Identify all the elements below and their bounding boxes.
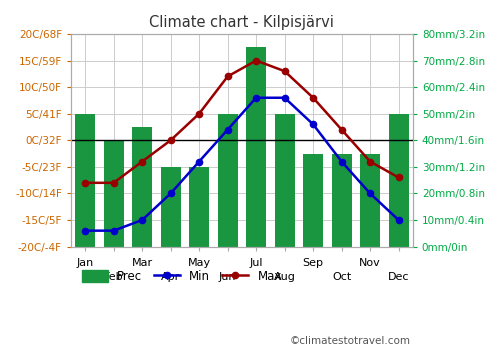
- Text: Mar: Mar: [132, 258, 152, 268]
- Text: Oct: Oct: [332, 272, 351, 282]
- Bar: [75, 114, 95, 247]
- Bar: [246, 47, 266, 247]
- Text: Aug: Aug: [274, 272, 295, 282]
- Bar: [160, 167, 180, 247]
- Bar: [189, 167, 209, 247]
- Bar: [388, 114, 408, 247]
- Legend: Prec, Min, Max: Prec, Min, Max: [77, 265, 286, 287]
- Text: ©climatestotravel.com: ©climatestotravel.com: [290, 336, 411, 346]
- Bar: [218, 114, 238, 247]
- Text: Jun: Jun: [219, 272, 236, 282]
- Bar: [104, 140, 124, 247]
- Text: Feb: Feb: [104, 272, 124, 282]
- Bar: [360, 154, 380, 247]
- Text: Dec: Dec: [388, 272, 409, 282]
- Bar: [303, 154, 323, 247]
- Text: May: May: [188, 258, 210, 268]
- Text: Apr: Apr: [161, 272, 180, 282]
- Text: Jan: Jan: [76, 258, 94, 268]
- Text: Sep: Sep: [302, 258, 324, 268]
- Bar: [274, 114, 294, 247]
- Bar: [332, 154, 351, 247]
- Bar: [132, 127, 152, 247]
- Title: Climate chart - Kilpisjärvi: Climate chart - Kilpisjärvi: [150, 15, 334, 30]
- Text: Nov: Nov: [359, 258, 381, 268]
- Text: Jul: Jul: [250, 258, 263, 268]
